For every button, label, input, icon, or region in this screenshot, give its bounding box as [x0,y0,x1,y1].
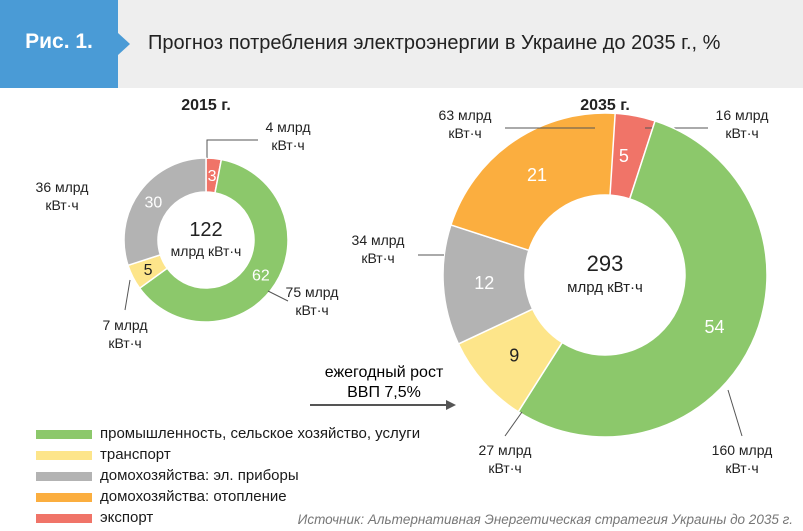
amount-unit-transport: кВт·ч [488,460,521,476]
slice-percent-household-appliances: 12 [474,273,494,293]
amount-unit-household-appliances: кВт·ч [361,250,394,266]
legend-swatch-household-appliances [36,472,92,481]
chart-title: Прогноз потребления электроэнергии в Укр… [148,32,721,54]
donut-center-unit: млрд кВт·ч [567,279,643,296]
donut-2035: 5 16 млрд кВт·ч 54 160 млрд кВт·ч 9 27 млрд кВт·… [352,97,773,476]
figure-tag [0,0,118,88]
amount-label-industry: 160 млрд [712,442,773,458]
leader-line-industry [267,290,289,302]
donut-center-value: 293 [587,251,624,276]
slice-percent-household-heating: 21 [527,165,547,185]
leader-line-industry [727,389,743,437]
amount-label-transport: 27 млрд [479,442,532,458]
amount-label-transport: 7 млрд [102,317,147,333]
slice-percent-industry: 54 [704,317,724,337]
legend-label-household-heating: домохозяйства: отопление [100,488,287,505]
legend-swatch-transport [36,451,92,460]
amount-unit-transport: кВт·ч [108,335,141,351]
donut-year-title: 2015 г. [181,97,231,114]
slice-percent-export: 3 [208,168,217,185]
growth-arrow-head [446,400,456,410]
slice-percent-household-appliances: 30 [145,194,163,211]
donut-year-title: 2035 г. [580,97,630,114]
donut-center-value: 122 [189,219,222,241]
legend-label-industry: промышленность, сельское хозяйство, услу… [100,425,421,442]
legend-label-transport: транспорт [100,446,171,463]
legend-label-household-appliances: домохозяйства: эл. приборы [100,467,299,484]
amount-unit-household-heating: кВт·ч [448,125,481,141]
slice-household-appliances [123,157,207,267]
figure-label: Рис. 1. [25,30,93,53]
slice-industry [517,119,768,438]
amount-label-household-appliances: 34 млрд [352,232,405,248]
figure-header: Рис. 1. Прогноз потребления электроэнерг… [0,0,803,88]
slice-percent-transport: 9 [509,345,519,365]
slice-industry [138,158,289,323]
amount-label-household-heating: 63 млрд [439,107,492,123]
amount-label-industry: 75 млрд [286,284,339,300]
donut-2015: 3 4 млрд кВт·ч 62 75 млрд кВт·ч 5 7 млрд кВт·ч 30… [36,97,339,351]
source-note: Источник: Альтернативная Энергетическая … [297,512,793,527]
growth-annotation: ежегодный рост ВВП 7,5% [310,364,456,410]
slice-percent-export: 5 [619,146,629,166]
amount-unit-industry: кВт·ч [725,460,758,476]
legend-swatch-household-heating [36,493,92,502]
legend-label-export: экспорт [100,509,154,526]
amount-unit-household-appliances: кВт·ч [45,197,78,213]
amount-unit-export: кВт·ч [725,125,758,141]
amount-label-export: 4 млрд [265,119,310,135]
amount-label-household-appliances: 36 млрд [36,179,89,195]
slice-percent-industry: 62 [252,267,270,284]
legend-swatch-export [36,514,92,523]
growth-line1: ежегодный рост [325,364,444,381]
amount-unit-export: кВт·ч [271,137,304,153]
slice-percent-transport: 5 [144,262,153,279]
amount-label-export: 16 млрд [716,107,769,123]
figure-tag-arrow [118,33,130,55]
growth-line2: ВВП 7,5% [347,384,421,401]
donut-center-unit: млрд кВт·ч [171,243,242,259]
slice-household-heating [449,112,616,252]
leader-line-transport [504,411,523,437]
leader-line-transport [124,279,131,311]
amount-unit-industry: кВт·ч [295,302,328,318]
leader-line-export [206,139,258,158]
legend-swatch-industry [36,430,92,439]
